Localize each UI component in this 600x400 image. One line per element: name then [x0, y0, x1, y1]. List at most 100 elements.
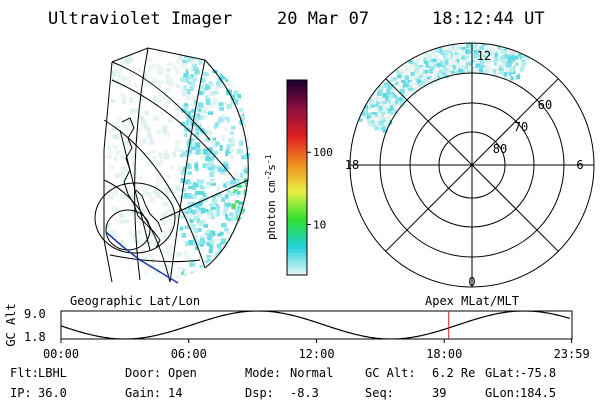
emission-pixel	[436, 62, 441, 67]
emission-pixel	[235, 200, 240, 204]
emission-pixel	[104, 145, 111, 151]
emission-pixel	[181, 188, 187, 193]
emission-pixel	[160, 111, 164, 116]
emission-pixel	[237, 78, 244, 82]
emission-pixel	[248, 110, 250, 116]
emission-pixel	[404, 65, 410, 70]
colorbar-band	[287, 177, 307, 182]
colorbar-band	[287, 151, 307, 156]
emission-pixel	[236, 184, 242, 189]
emission-pixel	[111, 232, 118, 238]
emission-pixel	[507, 50, 513, 55]
emission-pixel	[501, 70, 505, 75]
emission-pixel	[196, 50, 201, 57]
emission-pixel	[132, 120, 138, 125]
emission-pixel	[454, 51, 459, 55]
emission-pixel	[212, 231, 216, 237]
emission-pixel	[188, 193, 192, 199]
colorbar-ticks: 100 10	[307, 146, 333, 231]
emission-pixel	[188, 48, 194, 54]
emission-pixel	[197, 102, 204, 108]
emission-pixel	[199, 191, 205, 195]
emission-pixel	[451, 66, 455, 72]
emission-pixel	[130, 194, 136, 200]
emission-pixel	[161, 212, 166, 217]
emission-pixel	[184, 225, 190, 229]
emission-pixel	[430, 67, 434, 71]
emission-pixel	[487, 55, 492, 61]
emission-pixel	[253, 180, 258, 184]
emission-pixel	[200, 235, 205, 239]
emission-pixel	[505, 62, 510, 68]
emission-pixel	[382, 93, 388, 98]
emission-pixel	[167, 119, 172, 123]
emission-pixel	[243, 275, 250, 279]
emission-pixel	[198, 60, 203, 65]
emission-pixel	[491, 44, 495, 49]
emission-pixel	[190, 224, 197, 229]
emission-pixel	[182, 104, 189, 110]
emission-pixel	[251, 239, 255, 243]
emission-pixel	[238, 201, 244, 205]
emission-pixel	[245, 264, 250, 270]
emission-pixel	[149, 141, 155, 145]
emission-pixel	[117, 52, 122, 58]
emission-pixel	[410, 75, 414, 80]
emission-pixel	[458, 68, 463, 73]
emission-pixel	[221, 50, 227, 56]
emission-pixel	[410, 63, 415, 68]
emission-pixel	[388, 84, 393, 90]
colorbar-band	[287, 132, 307, 136]
emission-pixel	[184, 48, 190, 54]
emission-pixel	[206, 125, 210, 130]
emission-pixel	[391, 98, 396, 102]
emission-pixel	[203, 72, 209, 77]
emission-pixel	[231, 203, 236, 210]
emission-pixel	[197, 207, 203, 211]
emission-pixel	[475, 45, 480, 50]
emission-pixel	[192, 273, 198, 279]
colorbar-band	[287, 265, 307, 270]
emission-pixel	[193, 273, 198, 278]
emission-pixel	[228, 274, 233, 278]
emission-pixel	[241, 220, 245, 226]
emission-pixel	[425, 73, 430, 77]
emission-pixel	[379, 119, 384, 123]
emission-pixel	[195, 129, 200, 136]
emission-pixel	[234, 99, 239, 105]
emission-pixel	[156, 129, 162, 135]
emission-pixel	[150, 229, 155, 236]
colorbar-band	[287, 158, 307, 162]
emission-pixel	[189, 86, 194, 92]
colorbar-band	[287, 148, 307, 153]
emission-pixel	[238, 284, 242, 290]
emission-pixel	[184, 128, 191, 132]
emission-pixel	[165, 73, 171, 80]
emission-pixel	[495, 56, 501, 62]
emission-pixel	[245, 140, 250, 145]
emission-pixel	[434, 76, 439, 81]
emission-pixel	[403, 83, 408, 87]
emission-pixel	[224, 173, 230, 177]
emission-pixel	[412, 90, 417, 95]
emission-pixel	[457, 63, 462, 69]
emission-pixel	[249, 231, 250, 236]
colorbar-band	[287, 109, 307, 114]
emission-pixel	[379, 116, 383, 121]
emission-pixel	[479, 64, 484, 70]
emission-pixel	[417, 81, 421, 87]
emission-pixel	[442, 45, 448, 50]
emission-pixel	[483, 46, 488, 50]
emission-pixel	[174, 145, 180, 152]
emission-pixel	[247, 146, 250, 151]
emission-pixel	[253, 248, 256, 251]
colorbar-band	[287, 106, 307, 110]
emission-pixel	[398, 78, 403, 83]
emission-pixel	[183, 85, 187, 90]
emission-pixel	[104, 274, 111, 280]
emission-pixel	[209, 230, 215, 235]
emission-pixel	[370, 114, 375, 118]
emission-pixel	[180, 108, 187, 113]
emission-pixel	[112, 134, 119, 139]
colorbar-band	[287, 213, 307, 218]
